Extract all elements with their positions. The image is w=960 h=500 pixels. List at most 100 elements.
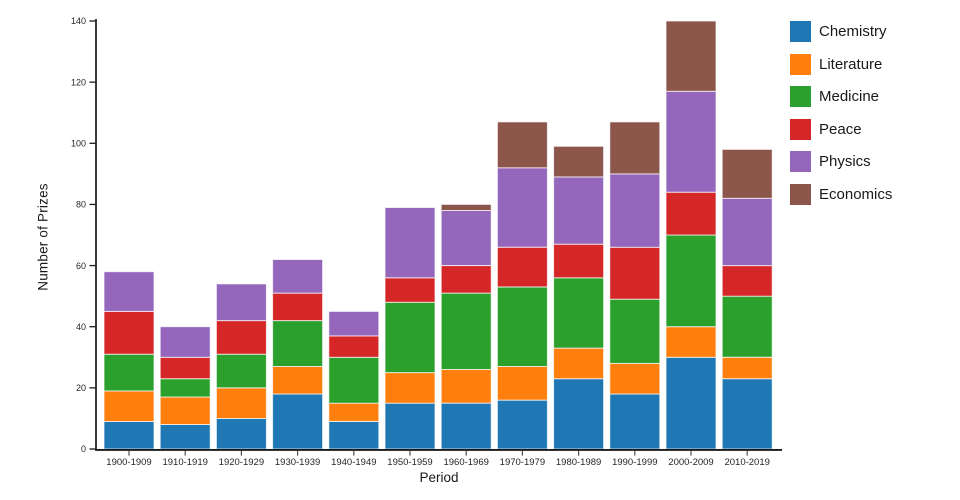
bar-segment-1930-1939-medicine xyxy=(272,320,324,368)
y-axis-title: Number of Prizes xyxy=(35,183,51,291)
legend-item-literature: Literature xyxy=(790,53,892,75)
bar-segment-2010-2019-literature xyxy=(721,356,773,380)
x-tick-label: 2000-2009 xyxy=(668,457,713,468)
bar-segment-2000-2009-economics xyxy=(665,20,717,92)
bar-segment-1980-1989-economics xyxy=(553,145,605,178)
bar-segment-2010-2019-peace xyxy=(721,265,773,297)
bar-segment-1940-1949-chemistry xyxy=(328,421,380,450)
bar-segment-1920-1929-literature xyxy=(215,387,267,419)
bar-segment-1930-1939-chemistry xyxy=(272,393,324,450)
bar-segment-1970-1979-medicine xyxy=(496,286,548,367)
bar-segment-1910-1919-chemistry xyxy=(159,424,211,450)
bar-segment-1900-1909-literature xyxy=(103,390,155,422)
x-tick-label: 1930-1939 xyxy=(275,457,320,468)
y-tick-label: 80 xyxy=(76,200,86,210)
y-tick-label: 20 xyxy=(76,383,86,393)
legend-label: Chemistry xyxy=(819,23,887,40)
bar-segment-1920-1929-physics xyxy=(215,283,267,322)
legend-item-chemistry: Chemistry xyxy=(790,21,892,42)
y-tick-label: 40 xyxy=(76,322,86,332)
bar-segment-1990-1999-physics xyxy=(609,173,661,248)
bar-segment-2010-2019-medicine xyxy=(721,295,773,358)
legend-swatch-literature xyxy=(790,53,811,75)
bar-segment-1990-1999-economics xyxy=(609,121,661,175)
bar-segment-1900-1909-peace xyxy=(103,310,155,355)
bar-segment-1980-1989-peace xyxy=(553,243,605,279)
bar-segment-1920-1929-chemistry xyxy=(215,417,267,450)
bar-segment-1970-1979-peace xyxy=(496,246,548,288)
bar-segment-1940-1949-medicine xyxy=(328,356,380,404)
bar-segment-1980-1989-medicine xyxy=(553,277,605,349)
bar-segment-1950-1959-literature xyxy=(384,372,436,404)
bar-segment-2000-2009-medicine xyxy=(665,234,717,328)
bar-segment-1900-1909-physics xyxy=(103,271,155,312)
x-tick-label: 1940-1949 xyxy=(331,457,376,468)
bar-segment-1920-1929-medicine xyxy=(215,353,267,389)
bar-segment-1980-1989-chemistry xyxy=(553,378,605,450)
bar-segment-1990-1999-literature xyxy=(609,362,661,395)
bar-segment-1960-1969-chemistry xyxy=(440,402,492,450)
bar-segment-1960-1969-economics xyxy=(440,203,492,211)
bar-segment-1960-1969-peace xyxy=(440,265,492,294)
y-tick-label: 140 xyxy=(71,16,86,26)
legend-label: Medicine xyxy=(819,88,880,105)
legend-item-physics: Physics xyxy=(790,151,892,172)
bar-segment-1940-1949-peace xyxy=(328,335,380,358)
bar-segment-1960-1969-medicine xyxy=(440,292,492,371)
bar-segment-1950-1959-medicine xyxy=(384,301,436,374)
bar-segment-1930-1939-peace xyxy=(272,292,324,322)
bar-segment-1930-1939-literature xyxy=(272,366,324,395)
bar-segment-1910-1919-physics xyxy=(159,326,211,358)
legend-label: Economics xyxy=(819,185,893,203)
legend-swatch-medicine xyxy=(790,86,811,107)
bar-segment-1960-1969-physics xyxy=(440,210,492,266)
bar-segment-1930-1939-physics xyxy=(272,259,324,294)
legend-swatch-physics xyxy=(790,151,811,172)
bar-segment-1950-1959-peace xyxy=(384,277,436,303)
bar-segment-1940-1949-literature xyxy=(328,402,380,422)
legend-swatch-peace xyxy=(790,118,811,140)
bar-segment-1970-1979-economics xyxy=(496,121,548,169)
legend-item-medicine: Medicine xyxy=(790,86,892,107)
bar-segment-1970-1979-physics xyxy=(496,167,548,248)
bar-segment-2010-2019-physics xyxy=(721,197,773,267)
y-tick-label: 120 xyxy=(71,77,86,87)
legend-item-peace: Peace xyxy=(790,118,892,140)
bar-segment-1920-1929-peace xyxy=(215,320,267,355)
bar-segment-1980-1989-literature xyxy=(553,347,605,380)
bar-segment-2000-2009-literature xyxy=(665,326,717,358)
bar-segment-1900-1909-medicine xyxy=(103,353,155,392)
bar-segment-1990-1999-medicine xyxy=(609,298,661,364)
y-tick-label: 0 xyxy=(81,444,86,454)
bar-segment-1970-1979-chemistry xyxy=(496,399,548,450)
x-tick-label: 1920-1929 xyxy=(219,457,264,468)
bar-segment-1950-1959-chemistry xyxy=(384,402,436,450)
bar-segment-2000-2009-physics xyxy=(665,90,717,193)
x-tick-label: 1960-1969 xyxy=(443,457,488,468)
x-tick-label: 1950-1959 xyxy=(387,457,432,468)
bar-segment-1910-1919-literature xyxy=(159,396,211,425)
bar-segment-1910-1919-medicine xyxy=(159,378,211,398)
legend-swatch-economics xyxy=(790,183,811,205)
legend-label: Physics xyxy=(819,153,871,170)
x-tick-label: 1970-1979 xyxy=(500,457,545,468)
bar-segment-1990-1999-peace xyxy=(609,246,661,300)
bar-segment-1980-1989-physics xyxy=(553,176,605,245)
bar-segment-2010-2019-economics xyxy=(721,148,773,199)
bar-segment-1970-1979-literature xyxy=(496,366,548,401)
x-tick-label: 1910-1919 xyxy=(162,457,207,468)
bar-segment-1950-1959-physics xyxy=(384,207,436,279)
bar-segment-2010-2019-chemistry xyxy=(721,378,773,450)
x-axis-title: Period xyxy=(419,470,459,485)
x-tick-label: 1980-1989 xyxy=(556,457,601,468)
x-tick-label: 1900-1909 xyxy=(106,457,151,468)
bar-segment-1940-1949-physics xyxy=(328,310,380,337)
bar-segment-1960-1969-literature xyxy=(440,369,492,404)
legend-item-economics: Economics xyxy=(790,183,893,205)
legend: Chemistry Literature Medicine Peace Physics E… xyxy=(790,21,892,216)
bar-segment-1990-1999-chemistry xyxy=(609,393,661,450)
legend-label: Peace xyxy=(819,120,862,138)
y-tick-label: 100 xyxy=(71,139,86,149)
